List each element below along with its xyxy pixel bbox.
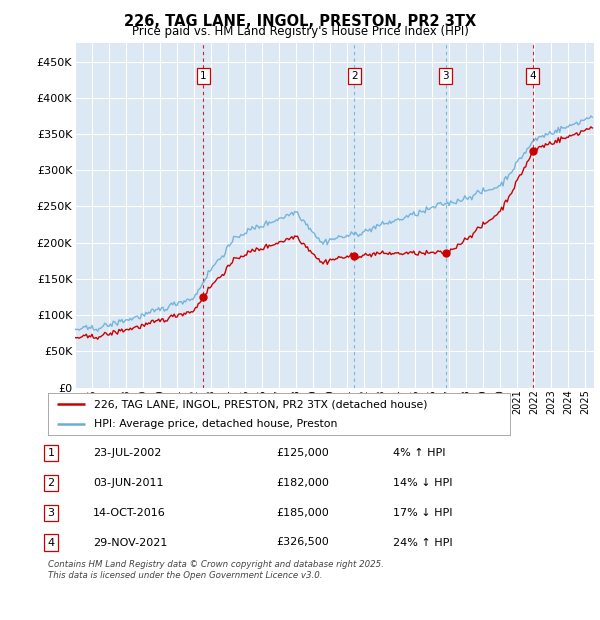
Text: 226, TAG LANE, INGOL, PRESTON, PR2 3TX: 226, TAG LANE, INGOL, PRESTON, PR2 3TX xyxy=(124,14,476,29)
Text: 4: 4 xyxy=(47,538,55,547)
Text: £125,000: £125,000 xyxy=(276,448,329,458)
Text: 2: 2 xyxy=(351,71,358,81)
Text: Contains HM Land Registry data © Crown copyright and database right 2025.
This d: Contains HM Land Registry data © Crown c… xyxy=(48,560,384,580)
Text: £182,000: £182,000 xyxy=(276,478,329,488)
Text: 1: 1 xyxy=(200,71,207,81)
Text: 03-JUN-2011: 03-JUN-2011 xyxy=(93,478,163,488)
Text: 14% ↓ HPI: 14% ↓ HPI xyxy=(393,478,452,488)
Text: 3: 3 xyxy=(442,71,449,81)
Text: 23-JUL-2002: 23-JUL-2002 xyxy=(93,448,161,458)
Text: Price paid vs. HM Land Registry's House Price Index (HPI): Price paid vs. HM Land Registry's House … xyxy=(131,25,469,38)
Text: £185,000: £185,000 xyxy=(276,508,329,518)
Text: HPI: Average price, detached house, Preston: HPI: Average price, detached house, Pres… xyxy=(94,419,338,429)
Text: 24% ↑ HPI: 24% ↑ HPI xyxy=(393,538,452,547)
Text: 3: 3 xyxy=(47,508,55,518)
Text: 1: 1 xyxy=(47,448,55,458)
Text: 14-OCT-2016: 14-OCT-2016 xyxy=(93,508,166,518)
Text: 2: 2 xyxy=(47,478,55,488)
Text: 226, TAG LANE, INGOL, PRESTON, PR2 3TX (detached house): 226, TAG LANE, INGOL, PRESTON, PR2 3TX (… xyxy=(94,399,428,409)
Text: 4: 4 xyxy=(530,71,536,81)
Text: 29-NOV-2021: 29-NOV-2021 xyxy=(93,538,167,547)
Text: £326,500: £326,500 xyxy=(276,538,329,547)
Text: 4% ↑ HPI: 4% ↑ HPI xyxy=(393,448,445,458)
Text: 17% ↓ HPI: 17% ↓ HPI xyxy=(393,508,452,518)
